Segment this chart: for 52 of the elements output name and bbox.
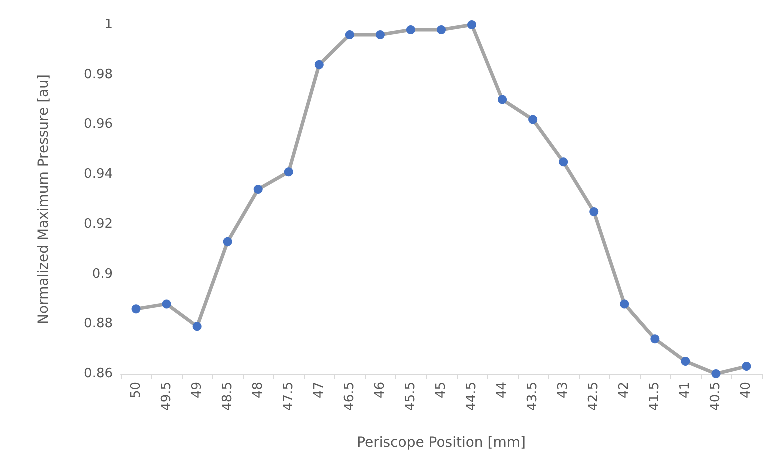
point (192, 322, 202, 332)
point (620, 300, 630, 309)
x-tick-label: 42.5 (586, 382, 602, 411)
y-tick-label: 0.86 (84, 366, 113, 382)
point (468, 20, 477, 30)
point (498, 95, 508, 104)
y-tick-label: 1 (104, 18, 113, 32)
point (650, 334, 660, 344)
x-tick-label: 47 (312, 382, 327, 399)
point (559, 158, 568, 167)
y-tick-label: 0.98 (84, 67, 113, 82)
x-tick-label: 46 (372, 382, 388, 399)
x-tick-label: 45.5 (403, 382, 418, 411)
point (528, 115, 538, 124)
x-tick-label: 41.5 (648, 382, 663, 411)
x-tick-label: 40.5 (708, 382, 724, 411)
x-tick-label: 46.5 (342, 382, 358, 411)
point (406, 25, 416, 34)
x-tick-label: 49 (190, 382, 205, 399)
x-tick-label: 48.5 (220, 382, 236, 411)
point (223, 237, 232, 246)
y-axis-title: Normalized Maximum Pressure [au] (36, 74, 52, 324)
x-tick-label: 43 (556, 382, 572, 399)
y-tick-label: 0.9 (92, 266, 113, 282)
x-tick-label: 41 (678, 382, 694, 399)
x-tick-label: 45 (434, 382, 449, 399)
y-tick-label: 0.96 (84, 117, 113, 132)
point (742, 362, 752, 372)
point (376, 30, 385, 40)
y-tick-label: 0.94 (84, 167, 113, 182)
point (712, 370, 721, 378)
x-tick-label: 40 (739, 382, 754, 399)
point (284, 168, 294, 177)
point (590, 207, 599, 216)
y-tick-label: 0.92 (84, 216, 113, 232)
x-tick-label: 44 (495, 382, 510, 399)
point (681, 357, 690, 366)
point (314, 60, 324, 70)
point (345, 30, 354, 40)
x-tick-label: 44.5 (464, 382, 480, 411)
x-tick-label: 43.5 (526, 382, 541, 411)
y-tick-label: 0.88 (84, 316, 113, 332)
x-axis-title: Periscope Position [mm] (357, 435, 526, 451)
point (132, 304, 141, 314)
x-tick-label: 42 (617, 382, 632, 399)
x-tick-label: 50 (128, 382, 144, 399)
x-tick-label: 49.5 (159, 382, 174, 411)
point (254, 185, 263, 194)
x-tick-label: 47.5 (281, 382, 296, 411)
x-tick-label: 48 (250, 382, 266, 399)
point (437, 25, 446, 34)
point (162, 300, 172, 309)
